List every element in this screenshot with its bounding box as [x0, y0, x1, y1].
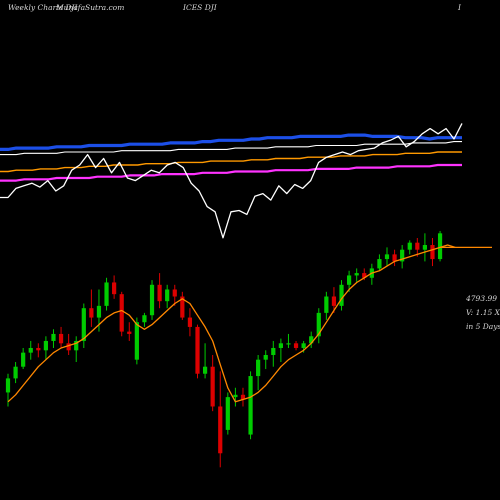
candle-body-up — [81, 308, 86, 341]
candle-body-up — [278, 343, 283, 348]
candle-body-up — [377, 259, 382, 269]
candle-body-up — [437, 233, 443, 260]
price-panel — [5, 230, 492, 468]
candle-body-down — [293, 343, 299, 348]
site-name: MunafaSutra.com — [56, 3, 125, 12]
candle-body-down — [127, 331, 132, 334]
last-price-label: 4793.99 — [466, 294, 498, 303]
chart-title: Weekly Charts DJI — [8, 3, 78, 12]
candle-body-up — [51, 333, 56, 341]
price-moving-average-line — [7, 244, 456, 403]
candle-body-up — [407, 242, 412, 250]
candle-body-down — [36, 347, 41, 351]
candle-body-up — [134, 322, 139, 360]
candle-body-up — [202, 366, 208, 374]
candle-body-up — [233, 394, 238, 398]
candle-body-down — [89, 308, 94, 318]
candle-body-down — [112, 282, 117, 295]
candle-body-up — [5, 378, 11, 393]
period-label: in 5 Days — [466, 322, 500, 331]
candle-body-up — [301, 343, 306, 348]
candle-body-down — [157, 284, 162, 302]
candle-body-up — [43, 340, 48, 351]
candle-body-up — [256, 359, 261, 377]
candle-body-up — [263, 355, 268, 360]
candle-body-up — [354, 273, 359, 276]
candle-body-up — [339, 284, 344, 306]
candle-body-down — [218, 406, 223, 454]
indicator-line-blue-ma — [0, 133, 462, 151]
candle-body-down — [66, 343, 71, 351]
symbol-label: ICES DJI — [183, 3, 217, 12]
header-right-label: I — [458, 3, 461, 12]
candle-body-up — [400, 249, 405, 262]
candle-body-up — [96, 305, 102, 318]
candle-body-down — [240, 394, 246, 400]
candle-body-up — [149, 284, 155, 316]
candle-body-down — [172, 289, 177, 297]
candle-body-up — [316, 312, 321, 337]
candle-body-up — [225, 397, 230, 430]
candle-body-up — [286, 343, 291, 345]
candle-body-up — [271, 347, 276, 355]
candle-body-down — [331, 296, 337, 306]
candle-body-up — [13, 366, 18, 379]
candle-body-down — [392, 254, 397, 262]
candle-body-down — [180, 296, 185, 318]
candle-body-down — [430, 245, 435, 260]
candle-body-down — [415, 242, 420, 250]
candle-body-up — [324, 296, 329, 313]
candle-body-up — [142, 315, 147, 323]
indicator-line-orange-ma — [0, 151, 462, 173]
candle-body-down — [58, 333, 64, 344]
candle-body-up — [309, 336, 314, 344]
indicator-line-white-osc — [0, 123, 463, 239]
candle-body-up — [28, 347, 33, 353]
candle-body-up — [104, 282, 109, 306]
candle-body-up — [248, 376, 253, 435]
candle-body-up — [21, 352, 26, 367]
candle-body-up — [347, 275, 352, 285]
indicator-panel — [0, 123, 463, 239]
candle-body-up — [384, 254, 390, 260]
volume-label: V: 1.15 X — [466, 308, 500, 317]
candle-body-down — [187, 317, 193, 327]
candle-body-up — [422, 245, 427, 250]
candle-body-down — [195, 326, 200, 374]
candle-body-down — [210, 366, 215, 407]
indicator-line-white-ma — [0, 141, 462, 156]
candle-body-up — [165, 289, 170, 302]
candle-body-down — [119, 294, 124, 332]
candle-body-down — [362, 273, 367, 278]
candle-body-up — [74, 340, 79, 351]
indicator-line-magenta-ma — [0, 163, 462, 182]
